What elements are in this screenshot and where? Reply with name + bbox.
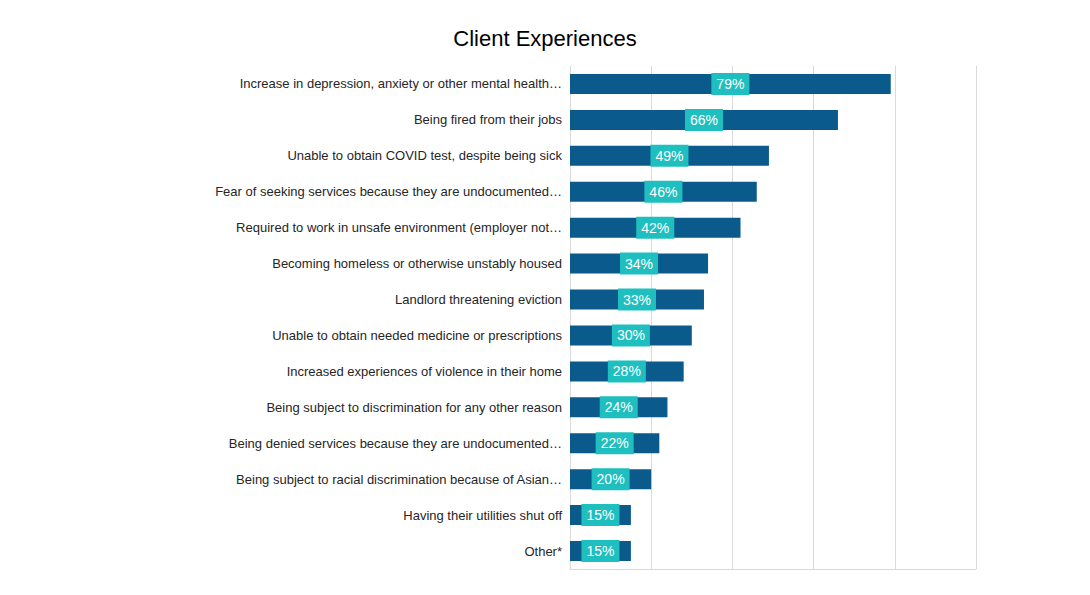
svg-text:46%: 46% — [649, 184, 677, 200]
svg-text:Being subject to racial discri: Being subject to racial discrimination b… — [236, 472, 562, 487]
svg-text:66%: 66% — [690, 112, 718, 128]
svg-text:Being fired from their jobs: Being fired from their jobs — [414, 112, 563, 127]
svg-text:28%: 28% — [613, 363, 641, 379]
svg-text:Being denied services because: Being denied services because they are u… — [229, 436, 562, 451]
svg-text:Landlord threatening eviction: Landlord threatening eviction — [395, 292, 562, 307]
svg-text:20%: 20% — [597, 471, 625, 487]
svg-text:33%: 33% — [623, 292, 651, 308]
svg-text:42%: 42% — [641, 220, 669, 236]
svg-text:Unable to obtain COVID test, d: Unable to obtain COVID test, despite bei… — [287, 148, 562, 163]
svg-text:34%: 34% — [625, 256, 653, 272]
svg-text:Being subject to discriminatio: Being subject to discrimination for any … — [266, 400, 562, 415]
svg-text:30%: 30% — [617, 327, 645, 343]
svg-text:22%: 22% — [601, 435, 629, 451]
svg-text:79%: 79% — [716, 76, 744, 92]
svg-text:Fear of seeking services becau: Fear of seeking services because they ar… — [215, 184, 562, 199]
svg-text:Other*: Other* — [524, 544, 562, 559]
svg-text:Increased experiences of viole: Increased experiences of violence in the… — [287, 364, 562, 379]
svg-text:Required to work in unsafe env: Required to work in unsafe environment (… — [236, 220, 562, 235]
svg-text:24%: 24% — [605, 399, 633, 415]
svg-text:Unable to obtain needed medici: Unable to obtain needed medicine or pres… — [272, 328, 562, 343]
svg-text:Client Experiences: Client Experiences — [453, 26, 636, 51]
svg-text:Becoming homeless or otherwise: Becoming homeless or otherwise unstably … — [272, 256, 562, 271]
svg-text:49%: 49% — [655, 148, 683, 164]
svg-text:Having their utilities shut of: Having their utilities shut off — [403, 508, 562, 523]
svg-text:Increase in depression, anxiet: Increase in depression, anxiety or other… — [240, 76, 562, 91]
svg-text:15%: 15% — [586, 543, 614, 559]
svg-text:15%: 15% — [586, 507, 614, 523]
